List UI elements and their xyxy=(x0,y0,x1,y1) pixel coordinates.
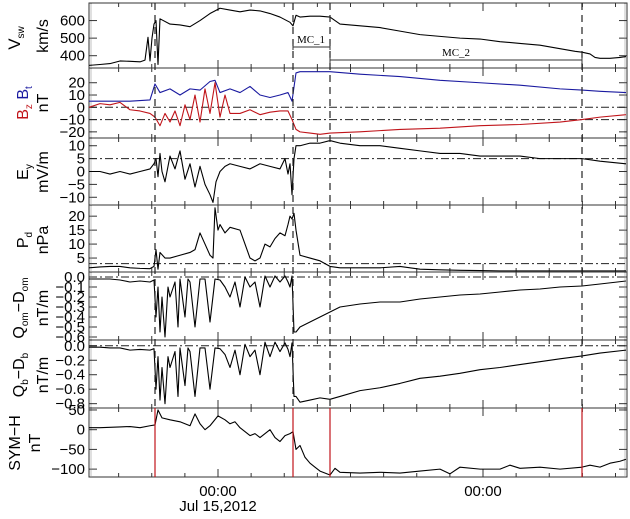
ylabel-qb: Qb−Db xyxy=(11,352,31,397)
interval-markers-group: MC_1 MC_2 xyxy=(292,34,583,63)
series-bt xyxy=(89,71,627,102)
ylabel-vsw-main: Vsw xyxy=(5,25,27,49)
panel-frame xyxy=(88,339,628,409)
y-tick-label: 500 xyxy=(60,30,85,47)
y-tick-label: −10 xyxy=(60,112,85,129)
y-tick-label: 20 xyxy=(68,208,85,225)
y-tick-label: 10 xyxy=(68,138,85,155)
y-tick-label: −0.2 xyxy=(55,352,85,369)
ylabel-pd-unit: nPa xyxy=(35,226,52,255)
x-axis-labels-group: 00:00 Jul 15,2012 00:00 xyxy=(179,483,502,515)
series-pd xyxy=(88,207,626,272)
ylabel-ey-unit: mV/m xyxy=(35,151,52,193)
event-lines-group xyxy=(154,3,583,477)
interval-mc-1: MC_1 xyxy=(292,34,331,50)
y-tick-label: −0.6 xyxy=(55,329,85,346)
y-tick-label: 5 xyxy=(77,250,85,267)
panel-frame xyxy=(88,271,628,341)
y-tick-label: −0.5 xyxy=(55,319,85,336)
y-tick-label: −5 xyxy=(68,176,85,193)
ylabel-b-unit: nT xyxy=(35,93,52,112)
ylabel-vsw-sub: sw xyxy=(16,25,27,38)
interval-label: MC_1 xyxy=(297,34,325,46)
y-tick-label: −20 xyxy=(60,124,85,141)
y-tick-label: −0.6 xyxy=(55,381,85,398)
ylabel-qom-unit: nT/m xyxy=(35,290,52,326)
y-tick-label: 20 xyxy=(68,75,85,92)
y-tick-label: −0.1 xyxy=(55,279,85,296)
ylabel-qb-unit: nT/m xyxy=(35,357,52,393)
y-tick-label: −100 xyxy=(51,461,85,478)
y-tick-label: 5 xyxy=(77,151,85,168)
y-tick-label: 600 xyxy=(60,13,85,30)
ylabel-qom: Qom−Dom xyxy=(11,277,31,338)
y-tick-label: 0 xyxy=(77,422,85,439)
panel-frame xyxy=(88,67,628,139)
y-tick-label: 50 xyxy=(68,402,85,419)
panel-frame xyxy=(88,407,628,478)
y-tick-label: −0.2 xyxy=(55,289,85,306)
y-tick-label: 0 xyxy=(77,99,85,116)
ylabel-vsw-unit: km/s xyxy=(35,19,52,53)
series-vsw xyxy=(88,7,627,66)
y-tick-label: −0.4 xyxy=(55,367,85,384)
y-tick-label: 10 xyxy=(68,236,85,253)
ylabel-ey: Ey xyxy=(15,164,35,180)
y-tick-label: 10 xyxy=(68,87,85,104)
y-tick-label: −0.3 xyxy=(55,299,85,316)
panels-group: 40050060020100−10−201050−5−1020151050.0−… xyxy=(51,2,628,478)
y-tick-label: −0.4 xyxy=(55,309,85,326)
y-tick-label: 0.0 xyxy=(64,338,85,355)
series-sym-h xyxy=(89,409,627,476)
ylabel-pd: Pd xyxy=(15,232,35,248)
x-tick-label-0000-day2: 00:00 xyxy=(464,483,502,500)
y-tick-label: −10 xyxy=(60,189,85,206)
y-axis-labels-group: Vsw km/s Bz Bt nT Ey mV/m Pd nPa Qom−Dom… xyxy=(5,19,52,471)
panel-frame xyxy=(88,137,628,206)
panel-qb-db: 0.0−0.2−0.4−0.6−0.8 xyxy=(55,338,628,413)
y-tick-label: 0 xyxy=(77,164,85,181)
panel-symh: 50 0 −50 −100 xyxy=(51,402,628,478)
x-tick-label-0000-day1: 00:00 xyxy=(199,483,237,500)
interval-mc-2: MC_2 xyxy=(329,47,583,63)
interval-label: MC_2 xyxy=(442,47,470,59)
panel-frame xyxy=(88,204,628,273)
y-tick-label: −50 xyxy=(60,441,85,458)
y-tick-label: 0.0 xyxy=(64,269,85,286)
x-date-label: Jul 15,2012 xyxy=(179,498,257,514)
ylabel-symh: SYM−H xyxy=(7,415,24,471)
ylabel-symh-unit: nT xyxy=(27,433,44,452)
series-bz xyxy=(88,82,627,135)
y-tick-label: 15 xyxy=(68,222,85,239)
y-tick-label: −0.8 xyxy=(55,396,85,413)
panel-qom-dom: 0.0−0.1−0.2−0.3−0.4−0.5−0.6 xyxy=(55,269,628,346)
y-tick-label: 400 xyxy=(60,48,85,65)
series-qom-dom xyxy=(89,275,627,338)
series-ey xyxy=(89,140,627,203)
ylabel-b: Bz Bt xyxy=(15,86,35,120)
series-qb-db xyxy=(89,341,627,405)
panel-frame xyxy=(88,2,628,69)
